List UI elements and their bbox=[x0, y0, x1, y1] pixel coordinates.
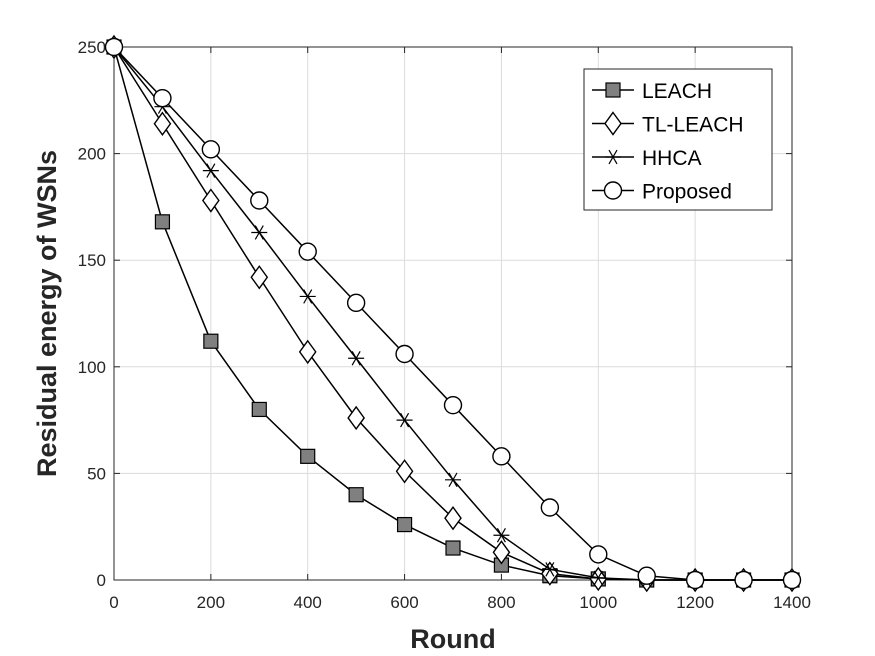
x-tick-label: 400 bbox=[294, 593, 322, 612]
data-point-leach bbox=[445, 540, 461, 556]
data-point-leach bbox=[251, 401, 267, 418]
legend: LEACH TL-LEACH HHCA Proposed bbox=[583, 68, 773, 211]
legend-marker-proposed bbox=[603, 181, 623, 200]
plot-area bbox=[113, 46, 793, 581]
data-point-hhca bbox=[445, 472, 461, 488]
data-point-tl-leach bbox=[492, 540, 511, 565]
data-point-tl-leach bbox=[250, 265, 269, 290]
legend-marker-tl-leach bbox=[604, 111, 622, 136]
data-point-proposed bbox=[540, 498, 560, 517]
x-tick-label: 1400 bbox=[773, 593, 811, 612]
legend-item-hhca: HHCA bbox=[592, 147, 702, 170]
legend-label: Proposed bbox=[642, 181, 732, 204]
y-tick-label: 100 bbox=[78, 358, 106, 377]
data-point-leach bbox=[348, 487, 364, 503]
data-point-tl-leach bbox=[153, 111, 172, 136]
y-tick-label: 150 bbox=[78, 251, 106, 270]
data-point-proposed bbox=[685, 570, 705, 590]
legend-label: LEACH bbox=[642, 80, 712, 103]
data-point-proposed bbox=[734, 570, 753, 590]
legend-item-proposed: Proposed bbox=[592, 181, 732, 204]
x-tick-label: 0 bbox=[109, 593, 118, 612]
data-point-proposed bbox=[346, 293, 366, 313]
data-point-proposed bbox=[443, 395, 463, 415]
data-point-hhca bbox=[541, 562, 558, 577]
data-point-tl-leach bbox=[395, 459, 414, 484]
data-point-tl-leach bbox=[444, 505, 462, 531]
data-point-tl-leach bbox=[347, 405, 366, 431]
data-point-tl-leach bbox=[201, 188, 220, 213]
x-tick-label: 1200 bbox=[676, 593, 714, 612]
y-tick-label: 250 bbox=[78, 38, 106, 57]
y-tick-label: 50 bbox=[87, 464, 106, 483]
data-point-leach bbox=[300, 448, 316, 464]
data-point-proposed bbox=[637, 566, 656, 585]
data-point-hhca bbox=[348, 351, 365, 366]
data-point-leach bbox=[396, 516, 413, 533]
data-point-hhca bbox=[202, 163, 219, 178]
x-tick-label: 800 bbox=[487, 593, 515, 612]
data-point-hhca bbox=[396, 412, 413, 428]
data-point-proposed bbox=[589, 545, 608, 564]
data-point-hhca bbox=[251, 225, 268, 240]
y-tick-label: 0 bbox=[97, 571, 106, 590]
data-point-proposed bbox=[104, 37, 124, 57]
y-tick-label: 200 bbox=[78, 145, 106, 164]
legend-marker-leach bbox=[605, 82, 621, 98]
legend-label: TL-LEACH bbox=[642, 114, 744, 137]
data-point-hhca bbox=[299, 289, 316, 304]
data-point-leach bbox=[203, 333, 219, 349]
x-axis-label: Round bbox=[410, 624, 495, 654]
data-point-proposed bbox=[395, 344, 414, 364]
legend-marker-hhca bbox=[605, 149, 621, 165]
series-layer bbox=[104, 34, 802, 593]
x-tick-label: 600 bbox=[390, 593, 418, 612]
data-point-proposed bbox=[250, 191, 269, 210]
legend-label: HHCA bbox=[642, 147, 702, 170]
data-point-proposed bbox=[782, 570, 802, 590]
y-axis-label: Residual energy of WSNs bbox=[32, 150, 62, 477]
axis-ticks: 0 200 400 600 800 1000 1200 1400 0 50 100 150 200 250 bbox=[78, 38, 811, 612]
series-proposed bbox=[104, 37, 802, 590]
data-point-tl-leach bbox=[298, 339, 317, 365]
data-point-proposed bbox=[492, 447, 511, 466]
legend-item-tl-leach: TL-LEACH bbox=[592, 111, 744, 137]
legend-item-leach: LEACH bbox=[592, 80, 712, 103]
x-tick-label: 200 bbox=[197, 593, 225, 612]
data-point-proposed bbox=[201, 140, 221, 159]
data-point-hhca bbox=[493, 527, 510, 543]
data-point-proposed bbox=[298, 242, 317, 261]
data-point-leach bbox=[154, 214, 171, 230]
x-tick-label: 1000 bbox=[579, 593, 617, 612]
data-point-proposed bbox=[153, 88, 172, 108]
data-point-hhca bbox=[590, 570, 607, 586]
